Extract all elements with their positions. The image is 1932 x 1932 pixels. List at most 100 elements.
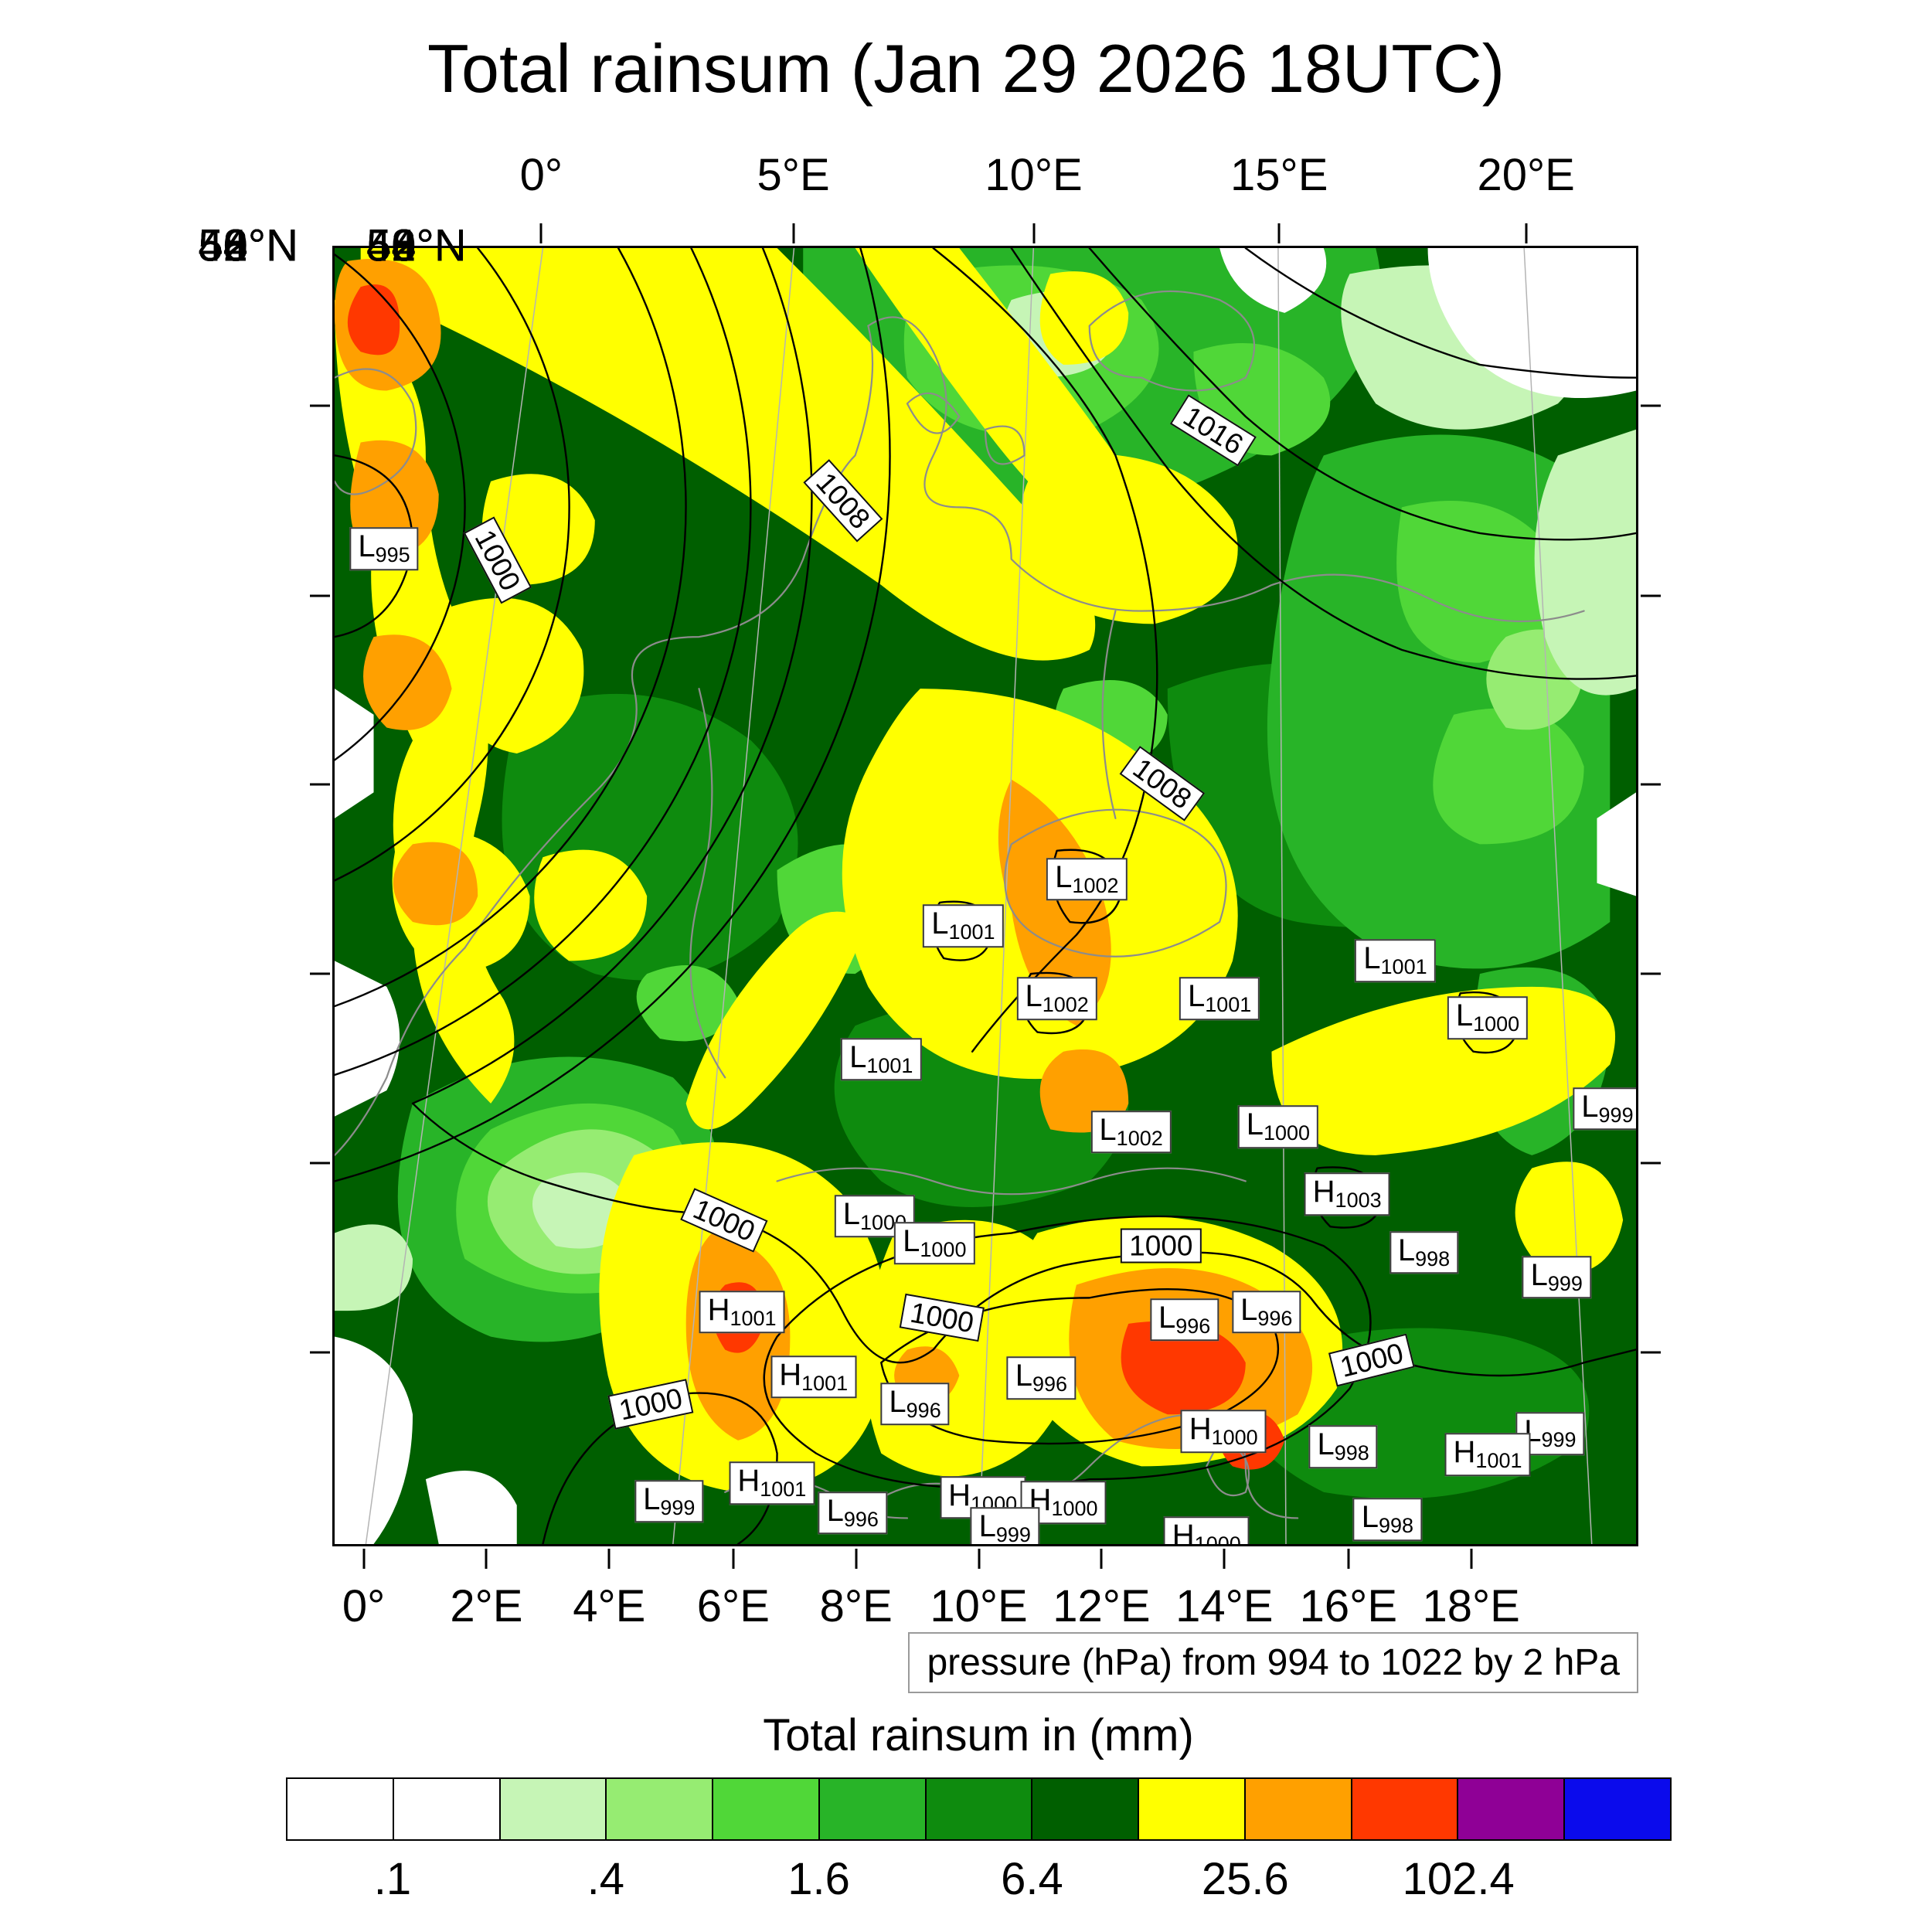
- colorbar-tick-label: 6.4: [1001, 1854, 1063, 1904]
- axis-tick: [1641, 404, 1661, 407]
- pressure-center-label: L1002: [1090, 1110, 1172, 1154]
- lat-tick-label: 52°N: [198, 220, 298, 271]
- axis-tick: [1347, 1549, 1350, 1569]
- axis-tick: [310, 783, 330, 786]
- colorbar-cell: [498, 1777, 607, 1841]
- colorbar-tick-label: 102.4: [1402, 1854, 1515, 1904]
- lat-tick-label: 46°N: [198, 220, 298, 271]
- colorbar-cell: [392, 1777, 501, 1841]
- pressure-center-label: L1000: [1237, 1105, 1319, 1148]
- pressure-center-label: H1000: [1020, 1481, 1107, 1525]
- pressure-center-label: L1002: [1046, 857, 1128, 901]
- axis-tick: [1641, 594, 1661, 597]
- lon-tick-label: 0°: [342, 1581, 386, 1631]
- colorbar: [286, 1777, 1672, 1841]
- axis-tick: [310, 594, 330, 597]
- pressure-center-layer: L995 L1002 L1001 L1002 L1001 L1001 L1000 L1001 L…: [335, 248, 1636, 1544]
- colorbar-cell: [605, 1777, 714, 1841]
- pressure-center-label: L996: [1149, 1298, 1219, 1342]
- axis-tick: [1223, 1549, 1226, 1569]
- axis-tick: [855, 1549, 858, 1569]
- pressure-center-label: L999: [970, 1507, 1039, 1544]
- top-axis-labels: 0° 5°E 10°E 15°E 20°E: [332, 131, 1638, 201]
- pressure-center-label: H1000: [1180, 1410, 1267, 1453]
- lon-tick-label: 10°E: [985, 150, 1083, 200]
- pressure-center-label: H1001: [729, 1461, 815, 1505]
- axis-tick: [1641, 1351, 1661, 1354]
- colorbar-cell: [1243, 1777, 1352, 1841]
- colorbar-tick-label: 25.6: [1201, 1854, 1289, 1904]
- lon-tick-label: 14°E: [1175, 1581, 1274, 1631]
- isobar-label-layer: 1000 1008 1016 1008 1000 1000 1000 1000 1000: [335, 248, 1636, 1544]
- pressure-center-label: L996: [818, 1491, 887, 1535]
- colorbar-cell: [286, 1777, 394, 1841]
- lon-tick-label: 8°E: [819, 1581, 893, 1631]
- lat-tick-label: 54°N: [198, 220, 298, 271]
- lon-tick-label: 15°E: [1230, 150, 1328, 200]
- pressure-center-label: L998: [1308, 1425, 1378, 1468]
- lon-tick-label: 6°E: [696, 1581, 770, 1631]
- pressure-center-label: L999: [1573, 1087, 1636, 1131]
- pressure-note: pressure (hPa) from 994 to 1022 by 2 hPa: [908, 1632, 1638, 1693]
- pressure-center-label: L999: [1522, 1255, 1591, 1299]
- pressure-center-label: L996: [1006, 1356, 1077, 1400]
- rain-map: 1000 1008 1016 1008 1000 1000 1000 1000 1000 L99…: [332, 246, 1638, 1546]
- axis-tick: [1641, 783, 1661, 786]
- pressure-center-label: L1001: [841, 1038, 922, 1081]
- colorbar-title: Total rainsum in (mm): [763, 1710, 1194, 1760]
- bottom-axis-ticks: [332, 1549, 1638, 1569]
- pressure-center-label: L995: [349, 527, 419, 570]
- colorbar-tick-labels: .1 .4 1.6 6.4 25.6 102.4: [286, 1853, 1672, 1907]
- axis-tick: [310, 1351, 330, 1354]
- axis-tick: [1100, 1549, 1103, 1569]
- lat-tick-label: 50°N: [198, 220, 298, 271]
- lat-tick-label: 48°N: [198, 220, 298, 271]
- lon-tick-label: 12°E: [1053, 1581, 1151, 1631]
- lat-tick-label: 56°N: [198, 220, 298, 271]
- axis-tick: [1641, 1162, 1661, 1164]
- colorbar-cell: [1350, 1777, 1459, 1841]
- chart-title: Total rainsum (Jan 29 2026 18UTC): [427, 30, 1505, 107]
- axis-tick: [978, 1549, 981, 1569]
- colorbar-cell: [1138, 1777, 1246, 1841]
- pressure-center-label: L996: [1232, 1291, 1301, 1334]
- pressure-center-label: H1001: [770, 1355, 857, 1399]
- lon-tick-label: 0°: [519, 150, 563, 200]
- meridian-grid-layer: [366, 248, 1591, 1544]
- top-axis-ticks: [332, 223, 1638, 243]
- pressure-center-label: L1000: [1447, 996, 1529, 1039]
- axis-tick: [1032, 223, 1036, 243]
- lon-tick-label: 18°E: [1422, 1581, 1520, 1631]
- colorbar-cell: [1457, 1777, 1566, 1841]
- axis-tick: [732, 1549, 735, 1569]
- left-axis-ticks: [310, 246, 330, 1546]
- pressure-center-label: L998: [1352, 1498, 1422, 1541]
- colorbar-tick-label: .1: [373, 1854, 412, 1904]
- pressure-center-label: H1003: [1304, 1172, 1390, 1216]
- axis-tick: [1525, 223, 1528, 243]
- pressure-center-label: H1001: [699, 1291, 785, 1334]
- map-plot-area: 1000 1008 1016 1008 1000 1000 1000 1000 1000 L99…: [198, 150, 1661, 1631]
- axis-tick: [1641, 972, 1661, 975]
- right-axis-ticks: [1641, 246, 1661, 1546]
- pressure-center-label: L998: [1389, 1230, 1459, 1274]
- pressure-center-label: L1002: [1016, 977, 1097, 1020]
- colorbar-cell: [1031, 1777, 1140, 1841]
- axis-tick: [792, 223, 795, 243]
- pressure-center-label: L1001: [923, 904, 1004, 947]
- pressure-center-label: H1001: [1444, 1433, 1531, 1477]
- pressure-center-label: L999: [634, 1479, 704, 1523]
- pressure-center-label: L1001: [1179, 977, 1260, 1020]
- axis-tick: [1277, 223, 1281, 243]
- axis-tick: [362, 1549, 366, 1569]
- colorbar-tick-label: 1.6: [787, 1854, 850, 1904]
- colorbar-cell: [1563, 1777, 1672, 1841]
- axis-tick: [485, 1549, 488, 1569]
- pressure-center-label: L996: [880, 1383, 950, 1426]
- axis-tick: [1470, 1549, 1473, 1569]
- isobar-label: 1000: [1121, 1228, 1202, 1264]
- lon-tick-label: 16°E: [1299, 1581, 1398, 1631]
- pressure-center-label: L1000: [894, 1222, 975, 1265]
- axis-tick: [310, 1162, 330, 1164]
- colorbar-cell: [818, 1777, 927, 1841]
